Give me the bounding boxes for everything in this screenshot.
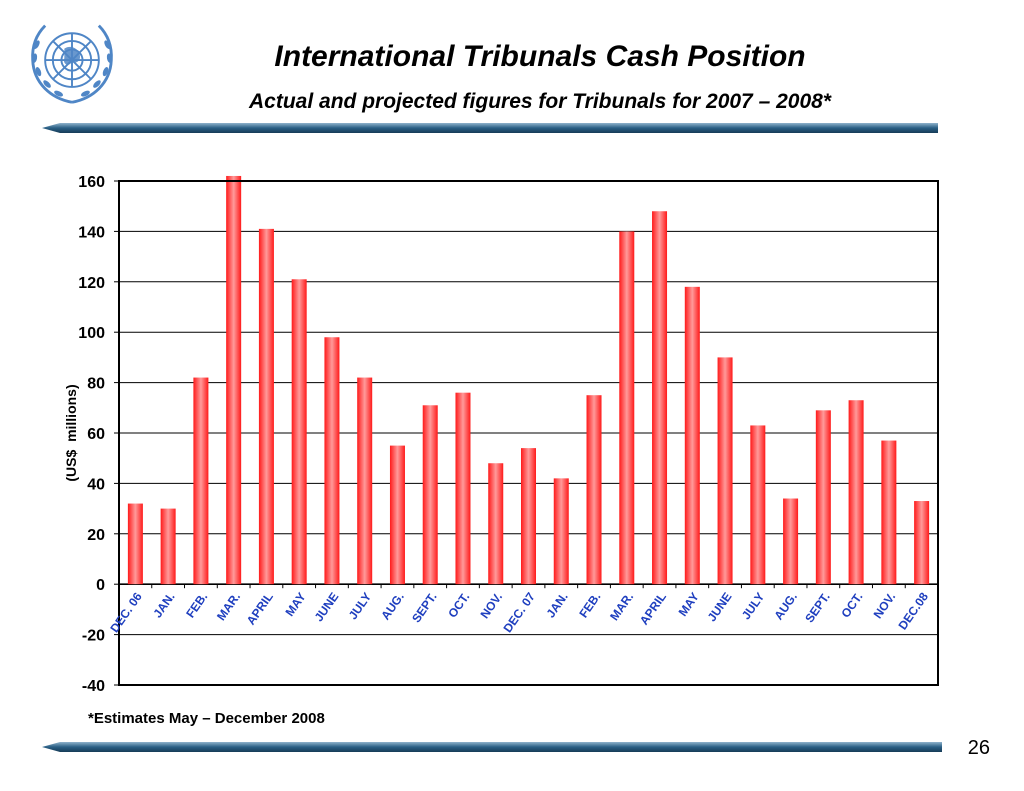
bar [750,425,766,585]
bar [389,445,405,585]
bars [127,175,930,585]
y-tick-label: 140 [78,224,105,241]
bar [357,377,373,585]
bar [586,395,602,585]
footnote: *Estimates May – December 2008 [88,710,325,727]
y-tick-labels: -40 -20 0 20 40 60 80 100 120 140 160 [78,174,105,695]
bar [684,286,700,585]
slide-title: International Tribunals Cash Position [274,40,806,73]
y-tick-label: -20 [82,628,105,645]
y-tick-label: 0 [96,577,105,594]
y-tick-label: 20 [87,527,105,544]
bar [521,448,536,585]
y-tick-label: 160 [78,174,105,191]
bar [914,501,930,585]
bar [553,478,569,585]
y-tick-label: 60 [87,426,105,443]
bar [160,508,176,585]
y-axis-label: (US$ millions) [63,384,79,481]
page-number: 26 [967,737,990,759]
bar [258,228,274,585]
slide-subtitle: Actual and projected figures for Tribuna… [249,90,831,113]
un-emblem-icon [31,24,113,104]
y-tick-label: 80 [87,376,105,393]
y-tick-label: 120 [78,275,105,292]
bar [291,279,307,585]
plot-frame [118,180,939,686]
bar [127,503,143,585]
bar [881,440,897,585]
bar [783,498,799,585]
bar [652,211,668,585]
y-tick-label: -40 [82,678,105,695]
bar [848,400,864,585]
y-tick-label: 100 [78,325,105,342]
bar [619,231,635,585]
bar [717,357,733,585]
bar [488,463,504,585]
bar [193,377,209,585]
bar [455,392,471,585]
y-tick-label: 40 [87,476,105,493]
bar [815,410,831,585]
bar [422,405,438,585]
bar [226,175,242,585]
top-divider-rule [42,123,938,133]
bar [324,337,340,585]
